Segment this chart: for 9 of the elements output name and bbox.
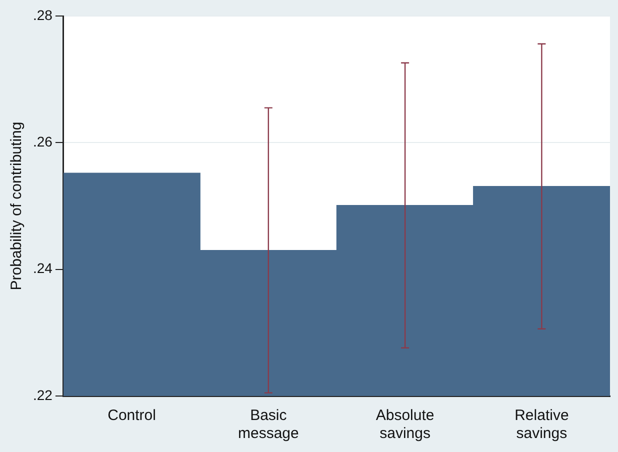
- x-tick-label: Relative savings: [514, 407, 569, 442]
- x-tick-label: Absolute savings: [376, 407, 434, 442]
- x-tick-label: Basic message: [238, 407, 299, 442]
- y-tick-label: .26: [32, 134, 53, 150]
- y-tick-label: .28: [32, 6, 53, 23]
- y-tick-label: .24: [32, 260, 53, 276]
- y-axis-title: Probability of contributing: [8, 122, 26, 290]
- x-tick-label: Control: [108, 407, 156, 424]
- y-tick-label: .22: [32, 386, 53, 403]
